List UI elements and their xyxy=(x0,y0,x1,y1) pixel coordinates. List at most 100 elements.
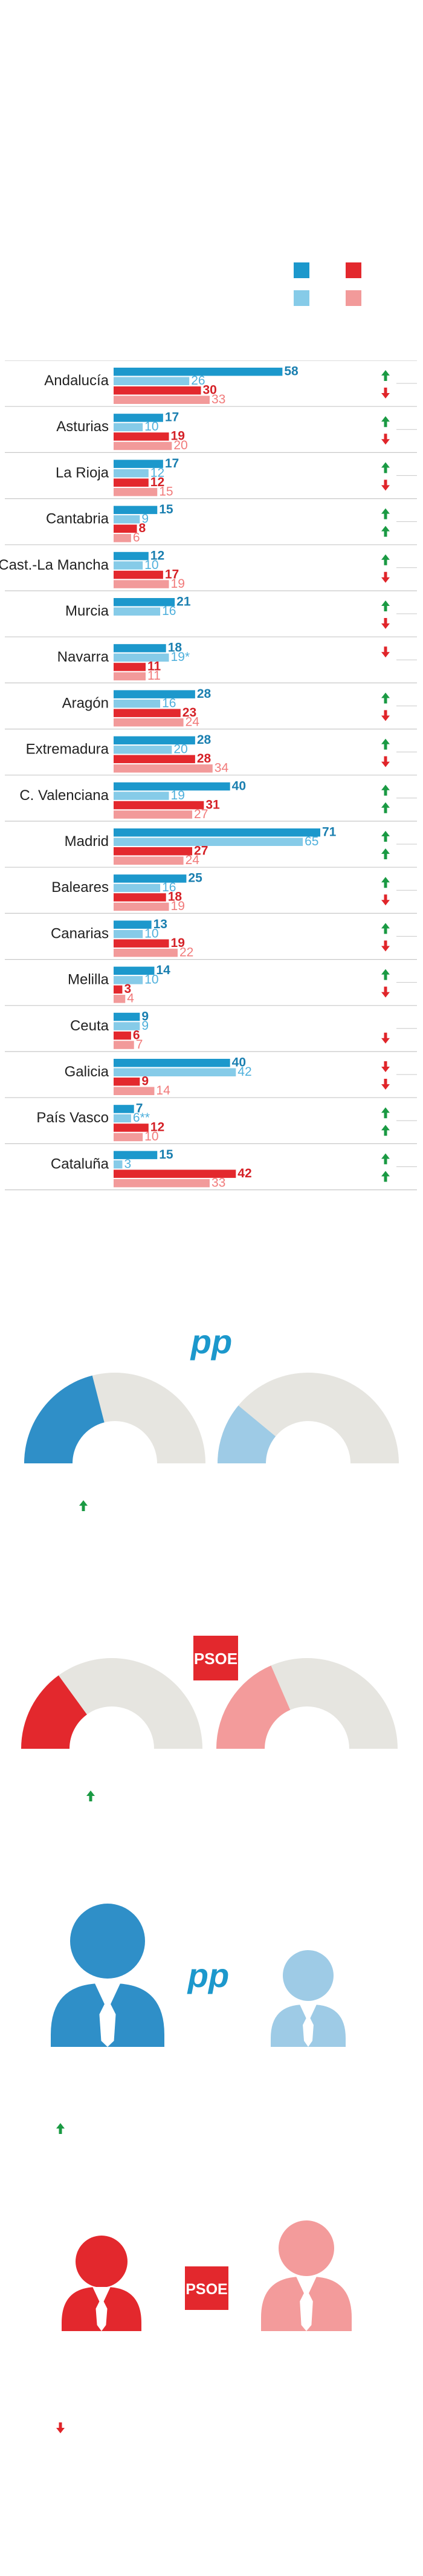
bar-value: 20 xyxy=(173,743,187,756)
bar-value: 28 xyxy=(197,752,212,766)
psoe-trend-arrow xyxy=(381,1171,390,1182)
bar-value: 15 xyxy=(159,503,173,516)
bar xyxy=(114,524,137,533)
person-head xyxy=(70,1904,145,1979)
pp-previous-gauge xyxy=(218,1373,399,1463)
candidate-figures: pp PSOE xyxy=(51,1904,352,2433)
region-row: Cantabria 15 986 xyxy=(5,503,417,545)
psoe-trend-arrow xyxy=(381,480,390,491)
psoe-trend-arrow xyxy=(381,940,390,952)
bar-value: 9 xyxy=(141,1009,149,1023)
pp-trend-arrow xyxy=(381,784,390,796)
psoe-figure-trend-arrow xyxy=(56,2422,65,2433)
bar xyxy=(114,782,230,791)
bar xyxy=(114,1179,210,1188)
psoe-logo-text: PSOE xyxy=(186,2281,227,2298)
bar xyxy=(114,838,303,846)
bar xyxy=(114,1012,140,1021)
person-head xyxy=(283,1950,334,2001)
pp-trend-arrow xyxy=(381,462,390,473)
gauge-fill xyxy=(216,1665,291,1749)
bar-value: 10 xyxy=(144,420,158,434)
bar xyxy=(114,709,181,717)
person-collar xyxy=(92,2287,111,2306)
person-head xyxy=(76,2236,128,2288)
bar xyxy=(114,1124,149,1132)
pp-trend-arrow xyxy=(381,738,390,750)
tie-icon xyxy=(303,2014,314,2047)
bar xyxy=(114,672,146,681)
region-label: Galicia xyxy=(65,1064,109,1080)
tie-icon xyxy=(99,1998,116,2047)
bar xyxy=(114,902,169,911)
psoe-trend-arrow xyxy=(381,618,390,629)
bar xyxy=(114,966,155,975)
bar-value: 19 xyxy=(171,789,185,802)
bar-value: 18 xyxy=(168,890,182,904)
bar xyxy=(114,874,187,883)
gauge-fill xyxy=(24,1375,105,1463)
bar-value: 12 xyxy=(150,475,164,489)
bar-value: 42 xyxy=(237,1065,251,1079)
bar xyxy=(114,469,149,478)
psoe-trend-arrow xyxy=(381,894,390,906)
bar xyxy=(114,1068,236,1076)
bar xyxy=(114,377,190,385)
bar xyxy=(114,653,169,662)
bar-value: 22 xyxy=(179,945,193,959)
region-label: Ceuta xyxy=(70,1018,109,1034)
bar-value: 3 xyxy=(124,1157,131,1171)
bar-value: 10 xyxy=(144,926,158,940)
bar-value: 33 xyxy=(212,1176,225,1189)
bar xyxy=(114,883,161,893)
psoe-previous-figure xyxy=(261,2220,352,2331)
bar xyxy=(114,515,140,524)
bar-value: 9 xyxy=(141,512,149,526)
psoe-trend-arrow xyxy=(381,571,390,583)
bar xyxy=(114,460,163,468)
pp-previous-figure xyxy=(271,1950,346,2047)
psoe-current-figure xyxy=(62,2236,141,2331)
bar xyxy=(114,1160,123,1169)
bar-value: 10 xyxy=(144,558,158,572)
bar-value: 7 xyxy=(136,1102,143,1116)
pp-current-figure xyxy=(51,1904,164,2047)
bar-value: 40 xyxy=(232,1056,246,1070)
bar xyxy=(114,580,169,588)
pp-trend-arrow xyxy=(381,969,390,980)
gauge-fill xyxy=(218,1405,276,1463)
pp-trend-arrow xyxy=(381,646,390,658)
bar xyxy=(114,423,143,432)
region-label: La Rioja xyxy=(56,464,109,481)
region-label: Madrid xyxy=(65,833,109,850)
bar xyxy=(114,755,195,764)
bar xyxy=(114,985,123,994)
legend-pp-current xyxy=(294,262,309,278)
bar-value: 4 xyxy=(127,992,134,1006)
psoe-trend-arrow xyxy=(381,710,390,721)
bar xyxy=(114,764,213,773)
region-label: Andalucía xyxy=(44,372,109,389)
bar xyxy=(114,432,169,441)
bar-value: 17 xyxy=(165,457,179,470)
bar-value: 28 xyxy=(197,733,212,747)
pp-trend-arrow xyxy=(381,923,390,934)
bar-value: 12 xyxy=(150,548,164,562)
bar-value: 23 xyxy=(182,706,196,720)
region-label: Aragón xyxy=(62,695,109,711)
bar xyxy=(114,1078,140,1086)
bar xyxy=(114,607,161,616)
bar-value: 28 xyxy=(197,687,212,701)
bar-value: 9 xyxy=(141,1019,149,1033)
pp-current-gauge xyxy=(24,1373,205,1463)
bar xyxy=(114,856,184,865)
